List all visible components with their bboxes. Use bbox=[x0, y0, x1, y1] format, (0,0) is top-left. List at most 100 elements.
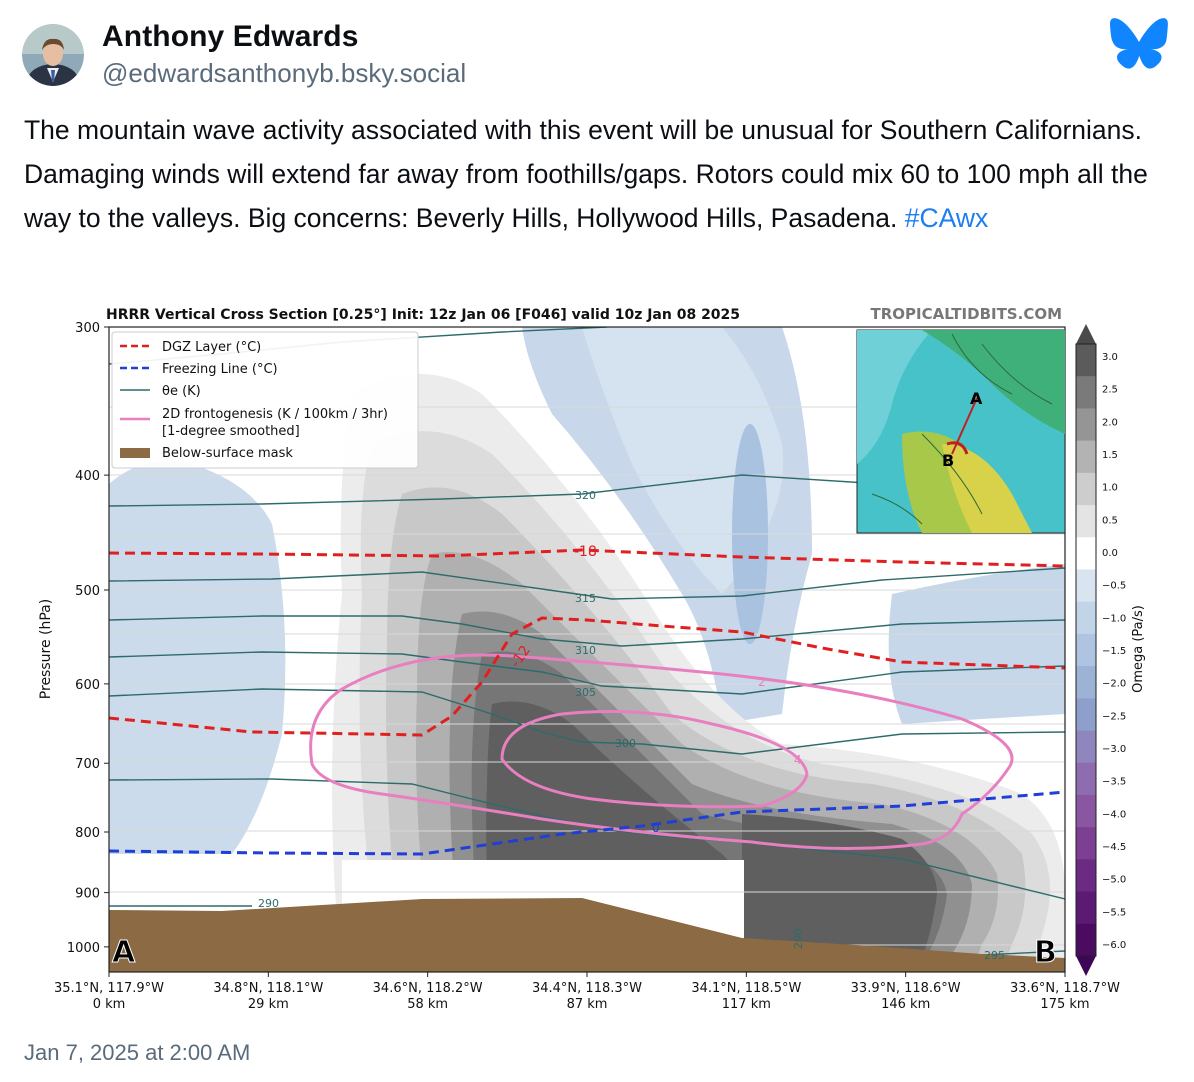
inset-label-b: B bbox=[942, 451, 954, 470]
colorbar-segment bbox=[1076, 794, 1096, 828]
colorbar-tick-label: −2.5 bbox=[1102, 711, 1126, 722]
colorbar-segment bbox=[1076, 762, 1096, 796]
colorbar-segment bbox=[1076, 601, 1096, 635]
x-tick-label: 33.6°N, 118.7°W bbox=[1010, 981, 1120, 996]
x-tick-distance: 175 km bbox=[1040, 997, 1089, 1012]
inset-map: A B bbox=[856, 329, 1066, 534]
colorbar-segment bbox=[1076, 698, 1096, 732]
chart-credit: TROPICALTIDBITS.COM bbox=[871, 305, 1063, 323]
colorbar-segment bbox=[1076, 859, 1096, 893]
endpoint-b-label: B bbox=[1034, 935, 1057, 970]
colorbar-tick-label: 3.0 bbox=[1102, 352, 1118, 363]
colorbar-segment bbox=[1076, 827, 1096, 860]
thetae-label: 320 bbox=[575, 489, 596, 502]
frontogenesis-labels: 2 4 bbox=[758, 675, 802, 767]
x-tick-distance: 117 km bbox=[722, 997, 771, 1012]
colorbar-segment bbox=[1076, 891, 1096, 925]
bluesky-butterfly-icon[interactable] bbox=[1110, 18, 1168, 70]
profile-photo bbox=[22, 24, 84, 86]
colorbar-tick-label: −3.0 bbox=[1102, 744, 1126, 755]
y-tick-label: 700 bbox=[75, 757, 100, 772]
x-tick-label: 35.1°N, 117.9°W bbox=[54, 981, 164, 996]
dgz-contours bbox=[109, 548, 1065, 737]
colorbar-segment bbox=[1076, 505, 1096, 538]
thetae-label: 310 bbox=[575, 644, 596, 657]
legend-item: DGZ Layer (°C) bbox=[162, 340, 261, 355]
inset-cross-line bbox=[951, 397, 978, 455]
colorbar-tick-label: −5.0 bbox=[1102, 875, 1126, 886]
colorbar-extend-bottom bbox=[1076, 956, 1096, 976]
colorbar-tick-label: 0.0 bbox=[1102, 548, 1118, 559]
colorbar-segment bbox=[1076, 633, 1096, 667]
legend-swatch-mask bbox=[120, 448, 150, 458]
dgz-label: -18 bbox=[574, 544, 597, 560]
thetae-label: 300 bbox=[615, 737, 636, 750]
colorbar-segment bbox=[1076, 666, 1096, 699]
x-tick-label: 34.8°N, 118.1°W bbox=[213, 981, 323, 996]
y-tick-label: 900 bbox=[75, 887, 100, 902]
legend-item: θe (K) bbox=[162, 384, 201, 399]
thetae-label: 295 bbox=[984, 949, 1005, 962]
colorbar-tick-label: 2.0 bbox=[1102, 417, 1118, 428]
x-tick-label: 34.6°N, 118.2°W bbox=[373, 981, 483, 996]
x-tick-distance: 146 km bbox=[881, 997, 930, 1012]
colorbar-tick-label: −1.5 bbox=[1102, 646, 1126, 657]
y-tick-label: 300 bbox=[75, 321, 100, 336]
colorbar-segment bbox=[1076, 440, 1096, 474]
x-tick-distance: 87 km bbox=[567, 997, 608, 1012]
inset-label-a: A bbox=[970, 389, 983, 408]
colorbar-tick-label: −2.0 bbox=[1102, 679, 1126, 690]
thetae-label: 315 bbox=[575, 592, 596, 605]
y-tick-label: 600 bbox=[75, 678, 100, 693]
colorbar-segment bbox=[1076, 569, 1096, 603]
freezing-line bbox=[109, 790, 1065, 856]
colorbar: 3.0 2.5 2.0 1.5 1.0 0.5 0.0 −0.5 −1.0 −1.5 −2.0 −2.… bbox=[1075, 324, 1126, 976]
colorbar-tick-label: −6.0 bbox=[1102, 940, 1126, 951]
cross-section-chart: 320 315 310 305 300 290 290 295 -18 -12 … bbox=[38, 305, 1146, 1012]
thetae-labels: 320 315 310 305 300 290 290 295 bbox=[258, 489, 1005, 962]
x-tick-label: 34.4°N, 118.3°W bbox=[532, 981, 642, 996]
author-name[interactable]: Anthony Edwards bbox=[102, 20, 359, 53]
colorbar-frame bbox=[1075, 343, 1097, 957]
x-tick-distance: 58 km bbox=[407, 997, 448, 1012]
legend-item: [1-degree smoothed] bbox=[162, 424, 300, 439]
colorbar-segment bbox=[1076, 344, 1096, 377]
post-timestamp[interactable]: Jan 7, 2025 at 2:00 AM bbox=[24, 1040, 251, 1065]
author-handle[interactable]: @edwardsanthonyb.bsky.social bbox=[102, 58, 467, 88]
colorbar-tick-label: −1.0 bbox=[1102, 613, 1126, 624]
x-tick-label: 34.1°N, 118.5°W bbox=[691, 981, 801, 996]
freezing-label: 0 bbox=[652, 821, 660, 835]
colorbar-tick-label: −5.5 bbox=[1102, 907, 1126, 918]
colorbar-tick-label: −0.5 bbox=[1102, 581, 1126, 592]
colorbar-tick-label: 1.0 bbox=[1102, 483, 1118, 494]
colorbar-segment bbox=[1076, 408, 1096, 442]
colorbar-tick-label: 0.5 bbox=[1102, 515, 1118, 526]
thetae-label: 305 bbox=[575, 686, 596, 699]
x-ticks: 35.1°N, 117.9°W0 km 34.8°N, 118.1°W29 km 3… bbox=[54, 972, 1120, 1012]
endpoint-a-label: A bbox=[112, 935, 136, 970]
legend-item: 2D frontogenesis (K / 100km / 3hr) bbox=[162, 407, 388, 422]
frontogenesis-label: 4 bbox=[794, 753, 802, 767]
colorbar-tick-label: −3.5 bbox=[1102, 777, 1126, 788]
colorbar-tick-label: 2.5 bbox=[1102, 385, 1118, 396]
below-surface-mask bbox=[109, 898, 1065, 972]
y-tick-label: 400 bbox=[75, 469, 100, 484]
y-tick-label: 500 bbox=[75, 584, 100, 599]
post-body: The mountain wave activity associated wi… bbox=[24, 115, 1148, 233]
thetae-label: 290 bbox=[258, 897, 279, 910]
x-tick-label: 33.9°N, 118.6°W bbox=[851, 981, 961, 996]
y-tick-label: 1000 bbox=[67, 941, 100, 956]
colorbar-segment bbox=[1076, 730, 1096, 764]
colorbar-segment bbox=[1076, 376, 1096, 409]
legend-item: Freezing Line (°C) bbox=[162, 362, 278, 377]
y-tick-label: 800 bbox=[75, 826, 100, 841]
colorbar-tick-label: −4.5 bbox=[1102, 842, 1126, 853]
colorbar-tick-label: 1.5 bbox=[1102, 450, 1118, 461]
hashtag-link[interactable]: #CAwx bbox=[904, 203, 989, 233]
chart-image[interactable]: 320 315 310 305 300 290 290 295 -18 -12 … bbox=[22, 294, 1168, 1022]
colorbar-segment bbox=[1076, 537, 1096, 570]
avatar[interactable] bbox=[22, 24, 84, 86]
post-text: The mountain wave activity associated wi… bbox=[24, 108, 1174, 240]
x-tick-distance: 29 km bbox=[248, 997, 289, 1012]
